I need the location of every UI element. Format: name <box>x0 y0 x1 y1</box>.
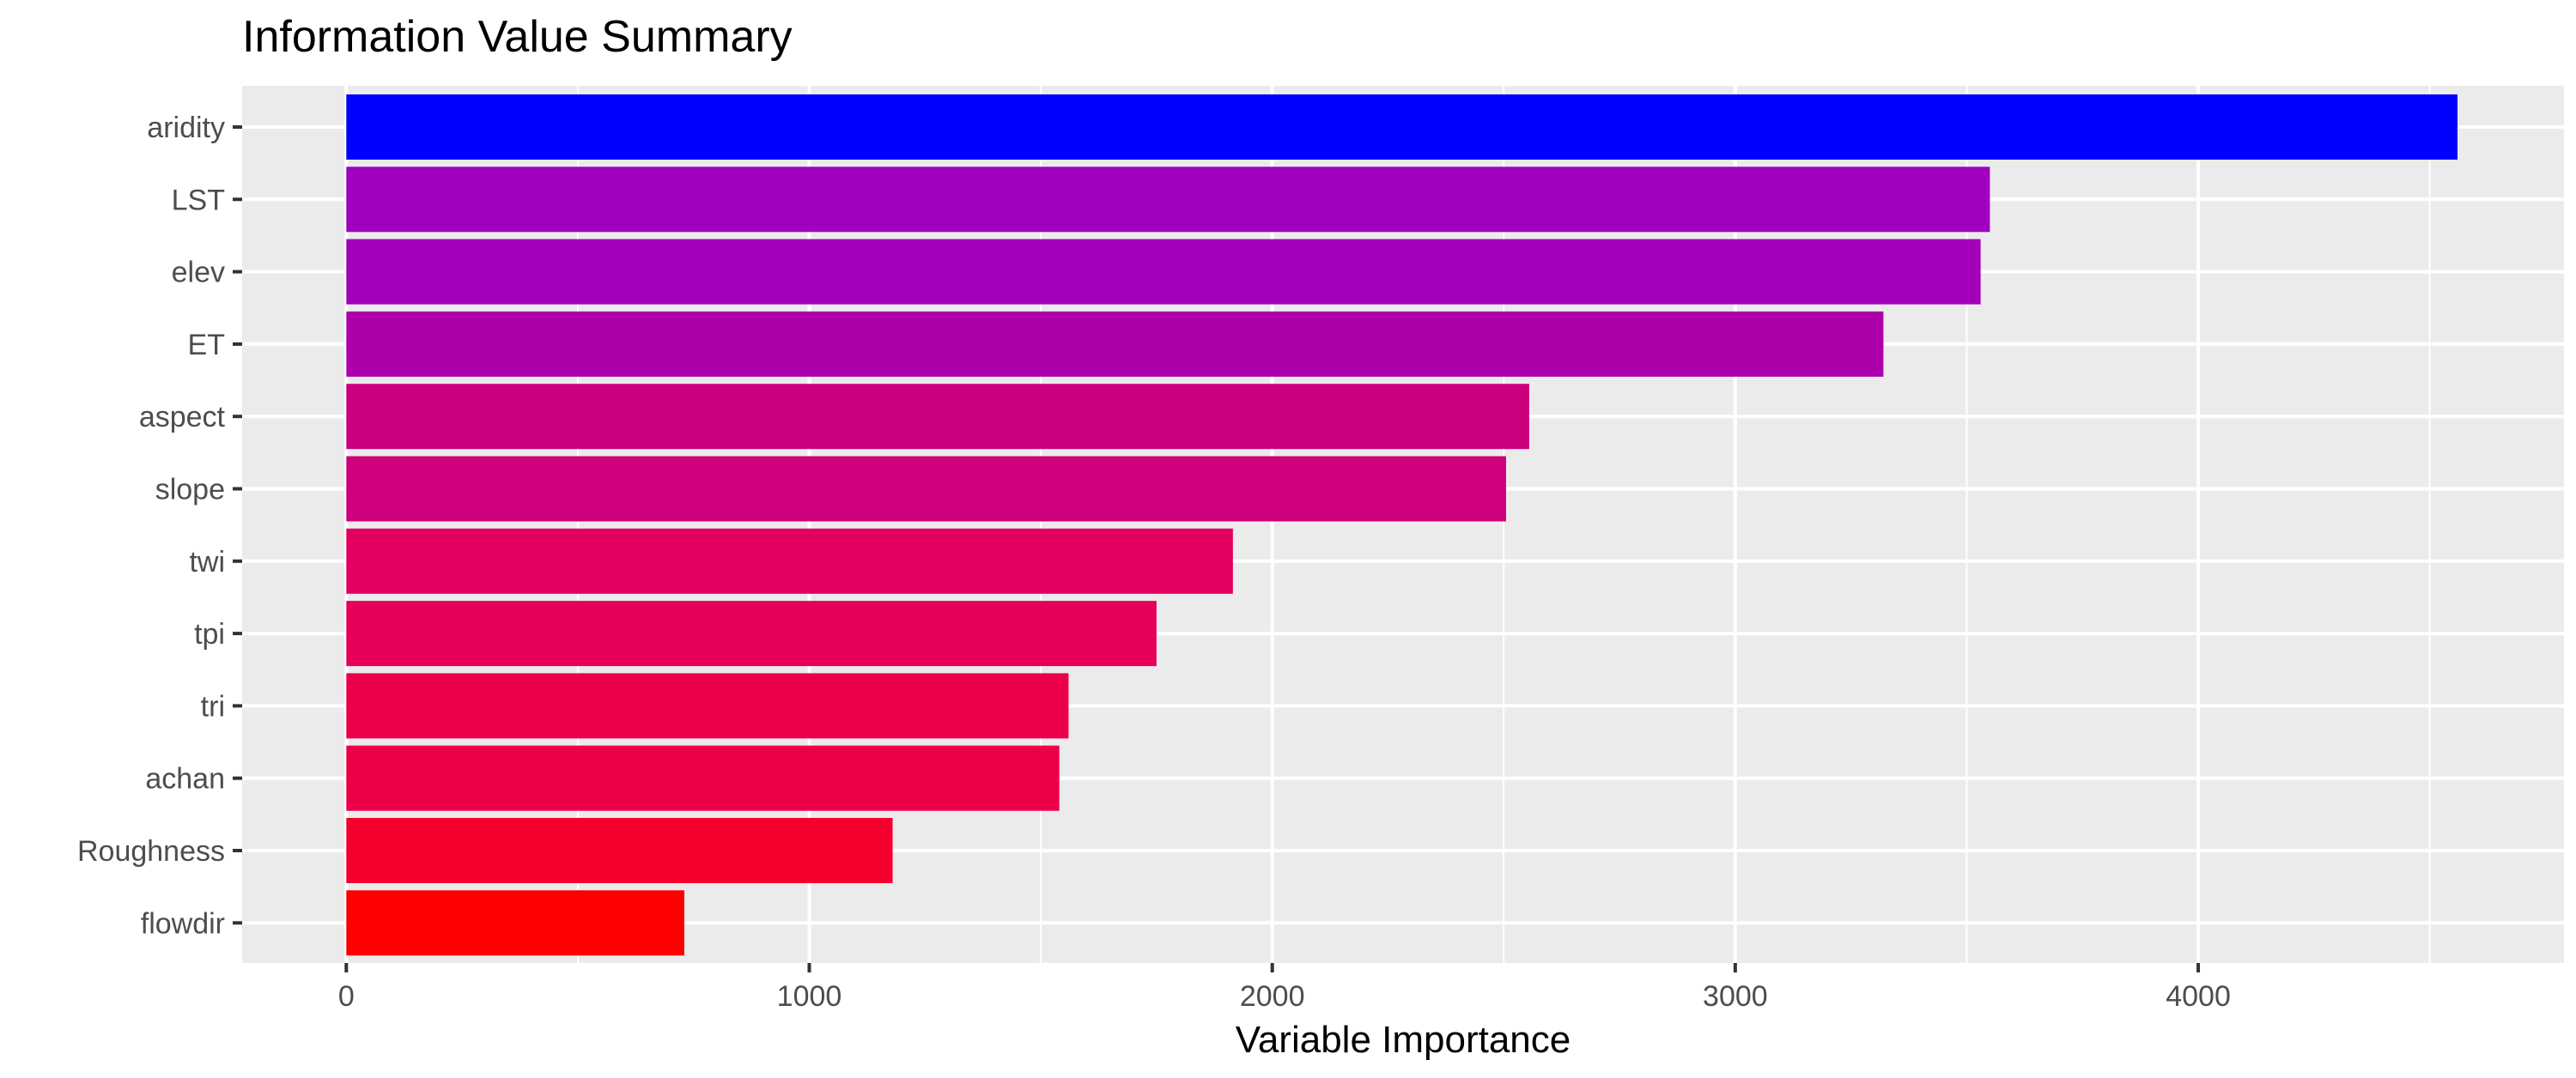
x-tick-label: 2000 <box>1240 980 1305 1013</box>
chart-title: Information Value Summary <box>242 12 793 62</box>
y-tick-label: Roughness <box>77 835 225 868</box>
y-tick-label: elev <box>172 257 225 289</box>
x-tick-label: 1000 <box>777 980 842 1013</box>
bar-twi <box>346 528 1233 594</box>
bars <box>346 94 2458 956</box>
bar-aspect <box>346 384 1529 450</box>
y-tick-label: aspect <box>139 401 226 433</box>
bar-aridity <box>346 94 2458 160</box>
bar-lst <box>346 167 1990 233</box>
y-axis: aridity LST elev ET aspect slope twi tpi tri acha… <box>77 112 242 940</box>
minor-gridlines <box>576 86 2431 963</box>
bar-elev <box>346 239 1981 305</box>
y-tick-label: twi <box>189 546 225 578</box>
x-axis: 0 1000 2000 3000 4000 <box>338 963 2231 1013</box>
bar-tpi <box>346 601 1157 667</box>
x-tick-label: 0 <box>338 980 355 1013</box>
bar-tri <box>346 673 1069 739</box>
bar-et <box>346 311 1884 377</box>
bar-roughness <box>346 818 893 883</box>
x-axis-title: Variable Importance <box>1236 1019 1571 1061</box>
y-tick-label: tri <box>201 690 225 723</box>
bar-achan <box>346 745 1060 811</box>
bar-slope <box>346 456 1506 522</box>
x-tick-label: 4000 <box>2166 980 2231 1013</box>
y-tick-label: ET <box>188 329 225 361</box>
plot-panel <box>242 86 2564 963</box>
y-tick-label: tpi <box>194 618 225 651</box>
bar-flowdir <box>346 890 684 956</box>
y-tick-label: aridity <box>147 112 225 144</box>
x-tick-label: 3000 <box>1703 980 1768 1013</box>
y-tick-label: achan <box>145 763 225 796</box>
y-tick-label: LST <box>172 184 225 216</box>
y-tick-label: flowdir <box>141 907 225 940</box>
y-tick-label: slope <box>155 474 225 506</box>
